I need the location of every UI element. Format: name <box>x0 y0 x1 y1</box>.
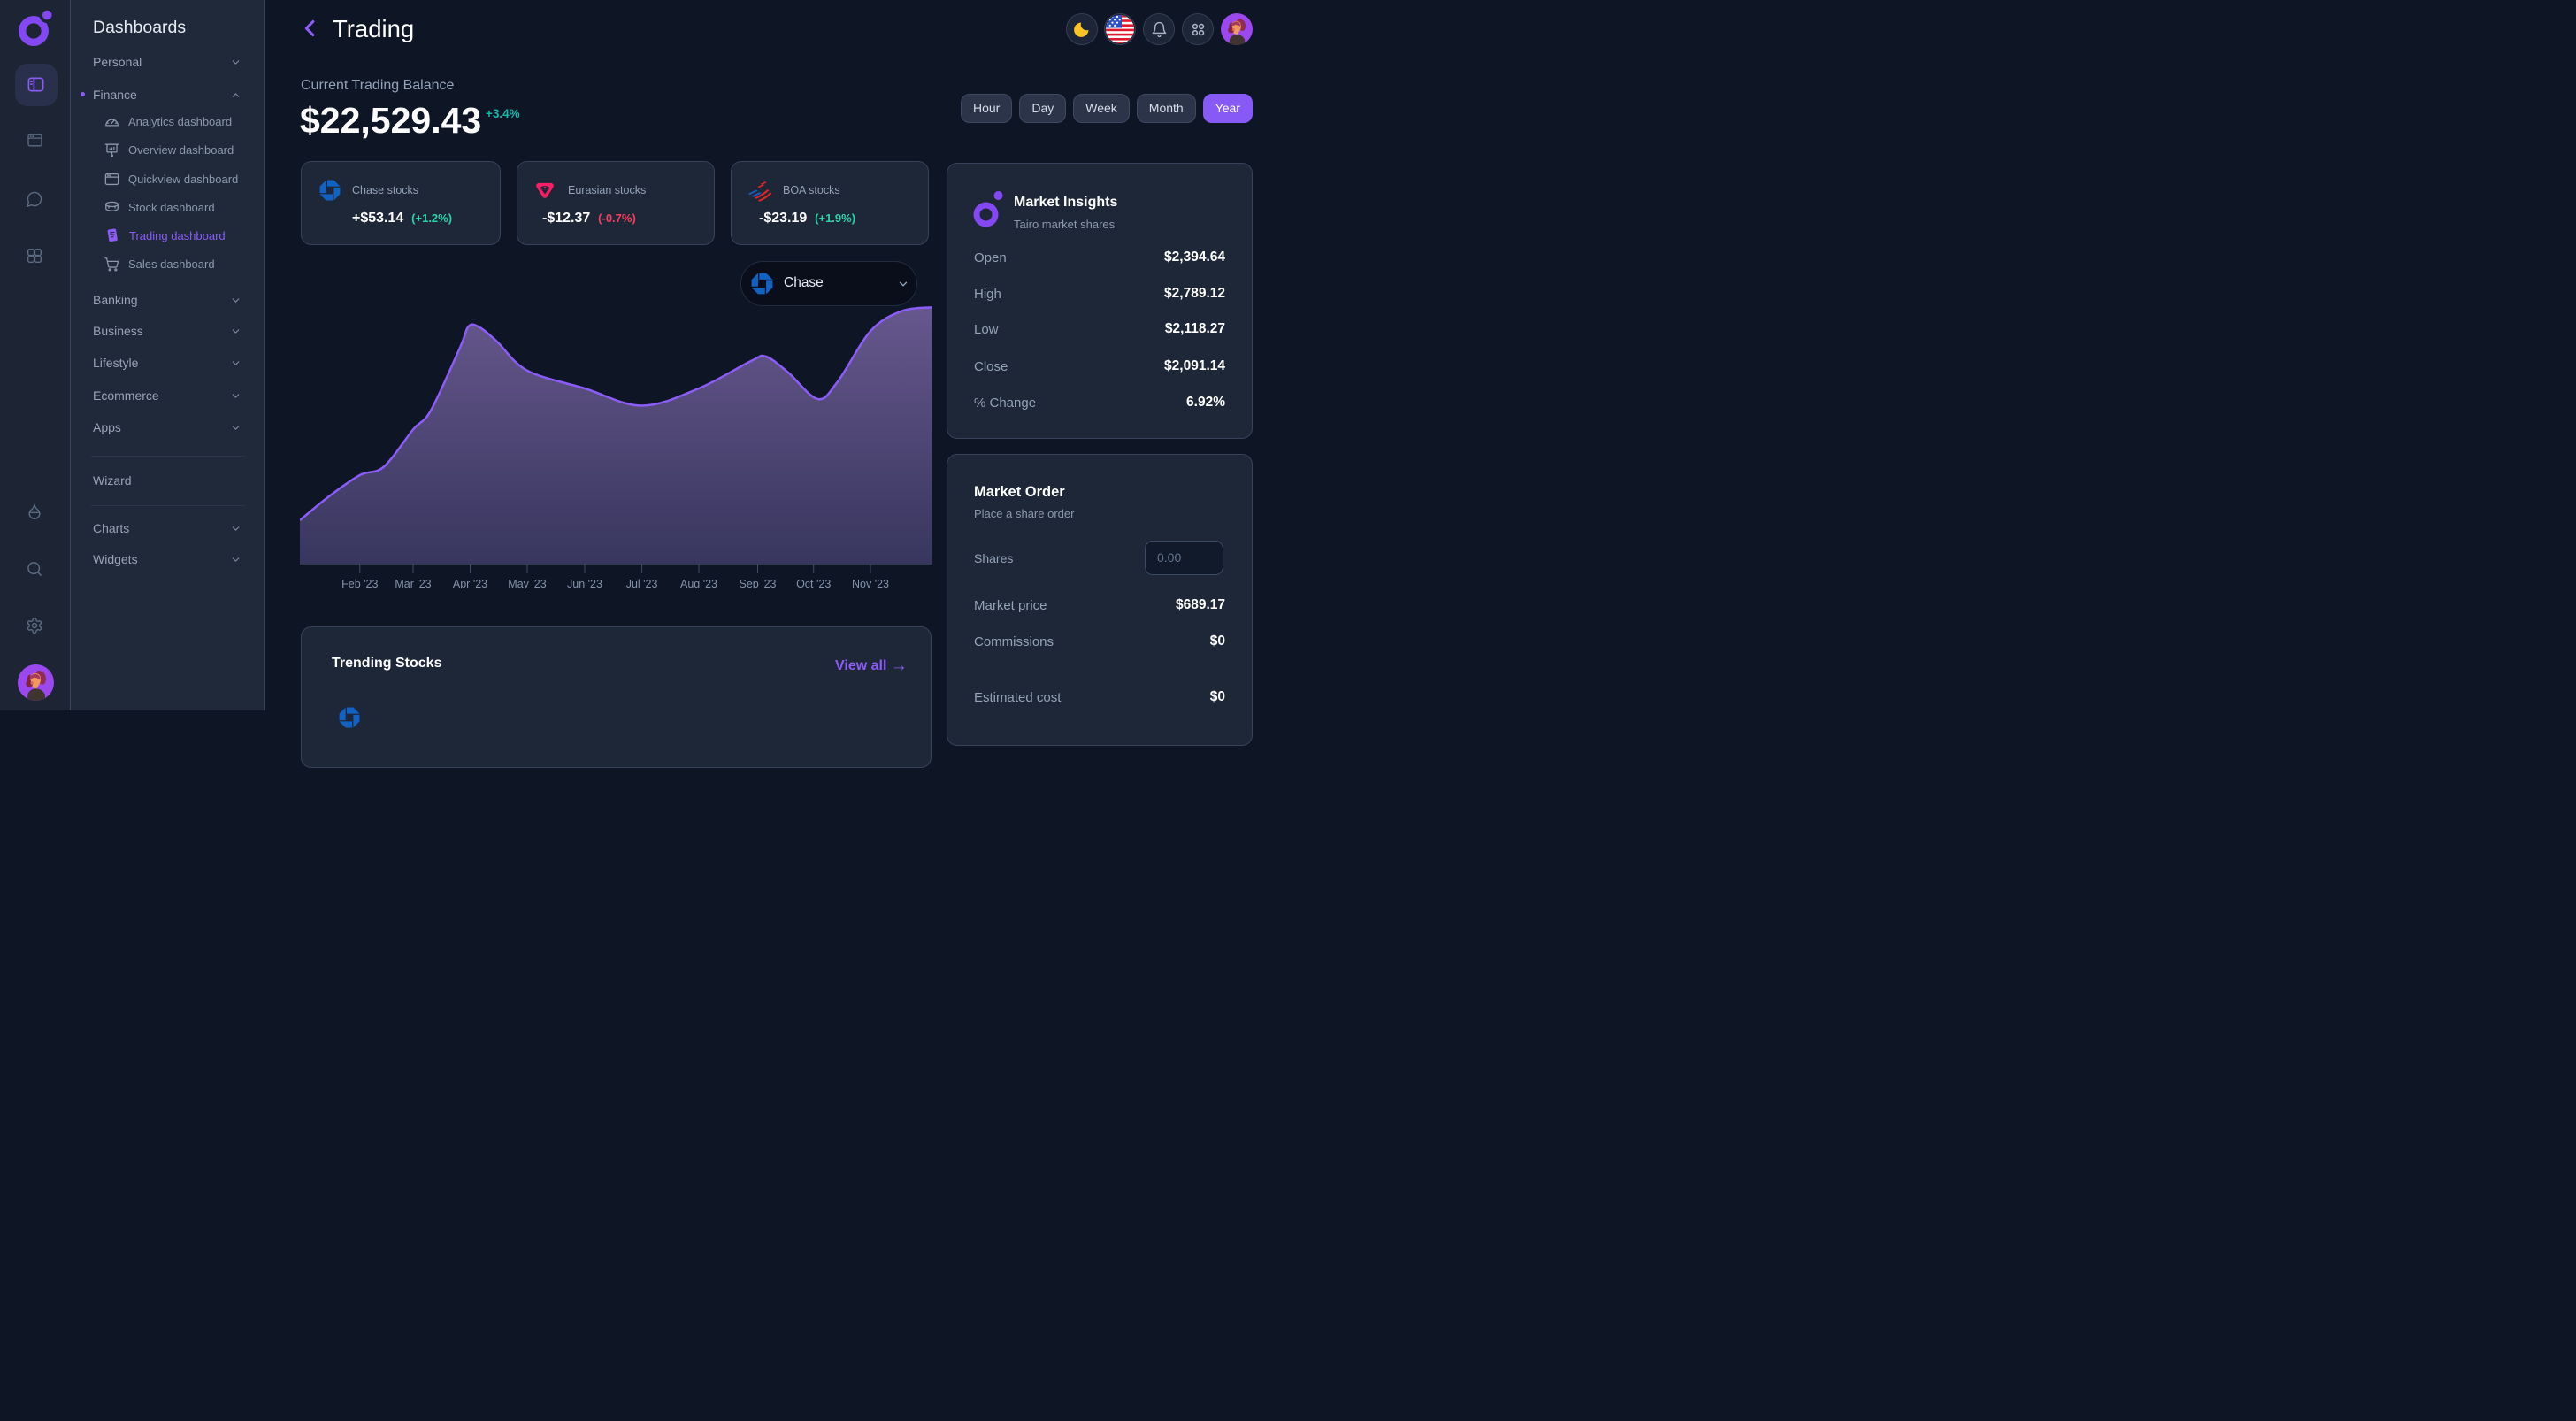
svg-text:Nov '23: Nov '23 <box>852 578 889 588</box>
svg-text:Mar '23: Mar '23 <box>395 578 431 588</box>
svg-text:May '23: May '23 <box>508 578 546 588</box>
svg-text:Feb '23: Feb '23 <box>341 578 378 588</box>
svg-text:Jul '23: Jul '23 <box>626 578 658 588</box>
svg-text:Sep '23: Sep '23 <box>739 578 776 588</box>
svg-text:Jun '23: Jun '23 <box>567 578 602 588</box>
svg-text:Apr '23: Apr '23 <box>453 578 487 588</box>
svg-text:Oct '23: Oct '23 <box>796 578 831 588</box>
svg-text:Aug '23: Aug '23 <box>680 578 717 588</box>
